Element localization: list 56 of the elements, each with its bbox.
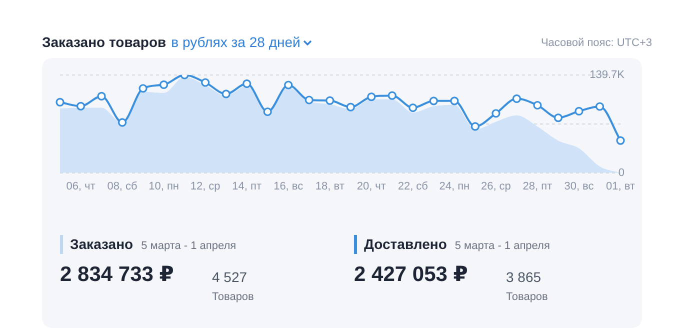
y-tick-label: 139.7K (590, 69, 626, 82)
x-tick-label: 06, чт (66, 180, 96, 192)
point (263, 107, 272, 116)
point (284, 80, 293, 90)
x-tick-label: 30, вс (564, 180, 594, 192)
point (367, 92, 376, 102)
point (574, 106, 584, 116)
x-tick-label: 01, вт (606, 180, 636, 192)
x-tick-label: 24, пн (439, 180, 470, 192)
point (76, 102, 86, 110)
y-tick-label: 0 (618, 166, 625, 179)
point (512, 94, 522, 103)
text: 2 834 733 ₽ (60, 262, 174, 287)
text: Доставлено (364, 236, 447, 252)
point (470, 122, 480, 131)
x-tick-label: 14, пт (232, 180, 262, 192)
point (616, 136, 625, 145)
text: Часовой пояс: UTC+3 (540, 37, 652, 49)
chart-subtitle: в рублях за 28 дней (171, 34, 300, 50)
point (201, 78, 210, 87)
text: 4 527 (212, 269, 248, 285)
point (450, 96, 459, 106)
chart-title: Заказано товаров (42, 34, 166, 50)
text: Товаров (212, 291, 254, 303)
point (160, 80, 168, 89)
point (388, 91, 396, 100)
point (429, 96, 438, 106)
text: Товаров (506, 291, 548, 303)
point (304, 96, 314, 104)
point (492, 109, 500, 118)
x-tick-label: 10, пн (148, 180, 179, 192)
x-tick-label: 26, ср (480, 180, 511, 192)
point (118, 118, 127, 127)
text: Заказано (70, 236, 134, 252)
point (554, 113, 563, 122)
x-tick-label: 12, ср (190, 180, 220, 192)
point (533, 100, 542, 110)
point (222, 90, 230, 98)
point (56, 98, 64, 106)
x-tick-label: 16, вс (274, 180, 304, 192)
text: 5 марта - 1 апреля (141, 240, 236, 252)
point (326, 96, 334, 105)
text: 5 марта - 1 апреля (454, 240, 550, 252)
x-tick-label: 08, сб (107, 180, 138, 192)
x-tick-label: 18, вт (315, 180, 344, 192)
point (138, 84, 148, 93)
x-tick-label: 22, сб (398, 180, 428, 192)
point (242, 79, 252, 88)
point (408, 103, 418, 112)
x-tick-label: 28, пт (522, 180, 552, 192)
x-tick-label: 20, чт (356, 180, 386, 192)
text: 3 865 (506, 269, 542, 285)
point (97, 92, 106, 101)
point (595, 102, 604, 111)
point (346, 102, 355, 112)
text: 2 427 053 ₽ (354, 262, 468, 287)
